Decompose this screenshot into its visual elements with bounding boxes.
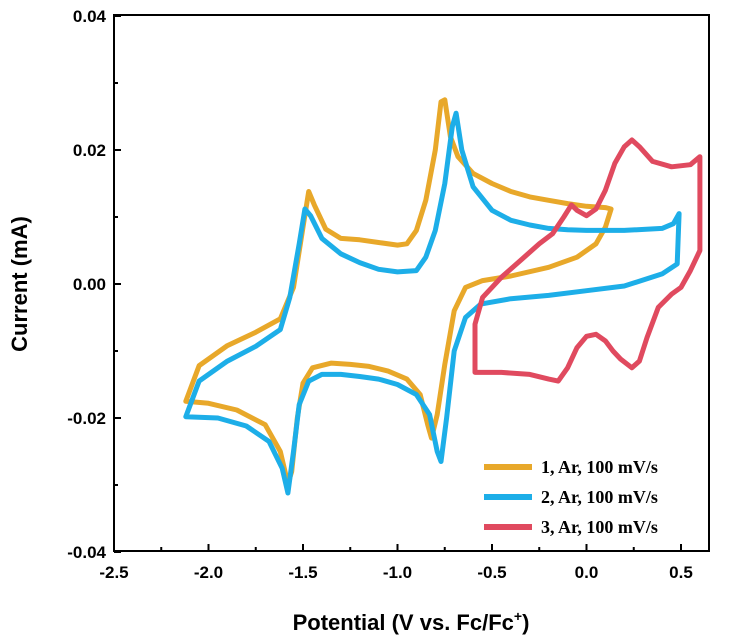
x-tick-label: -0.5 [477, 563, 506, 582]
y-tick-label: 0.00 [73, 275, 106, 294]
y-tick-label: 0.04 [73, 7, 107, 26]
legend-label-2: 2, Ar, 100 mV/s [541, 487, 658, 507]
plot-series-group [183, 97, 703, 496]
y-axis-title: Current (mA) [7, 216, 32, 352]
y-tick-label: -0.04 [67, 543, 106, 562]
y-tick-label: 0.02 [73, 141, 106, 160]
x-tick-label: -2.5 [99, 563, 128, 582]
axis-ticks-group [113, 15, 682, 553]
series-line-3 [472, 137, 703, 384]
legend-label-1: 1, Ar, 100 mV/s [541, 457, 658, 477]
x-tick-label: -1.5 [288, 563, 317, 582]
axis-tick-labels-group: -2.5 -2.0 -1.5 -1.0 -0.5 0.0 0.5 -0.04 -0.02 0.00… [67, 7, 693, 582]
x-axis-title: Potential (V vs. Fc/Fc+) [293, 608, 530, 635]
x-tick-label: 0.5 [669, 563, 693, 582]
x-tick-label: -1.0 [383, 563, 412, 582]
x-tick-label: 0.0 [575, 563, 599, 582]
legend-label-3: 3, Ar, 100 mV/s [541, 517, 658, 537]
y-tick-label: -0.02 [67, 409, 106, 428]
series-line-2 [183, 110, 682, 496]
series-line-1 [183, 97, 614, 487]
legend: 1, Ar, 100 mV/s 2, Ar, 100 mV/s 3, Ar, 100… [484, 457, 658, 537]
x-tick-label: -2.0 [194, 563, 223, 582]
